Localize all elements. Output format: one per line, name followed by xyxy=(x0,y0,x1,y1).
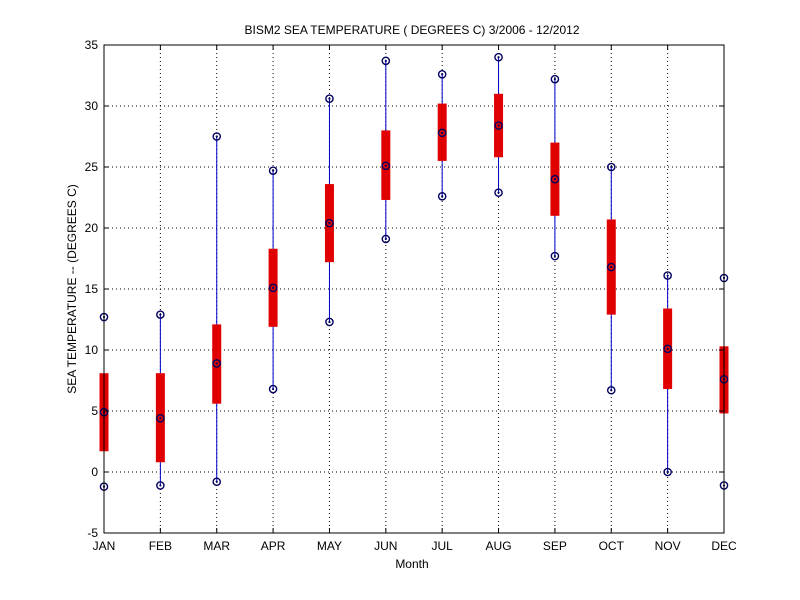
x-tick-label: AUG xyxy=(486,539,512,553)
min-marker-dot xyxy=(441,195,444,198)
median-marker-dot xyxy=(328,222,331,225)
max-marker-dot xyxy=(666,274,669,277)
max-marker-dot xyxy=(215,135,218,138)
min-marker-dot xyxy=(328,320,331,324)
box-series xyxy=(99,52,729,491)
median-marker xyxy=(325,218,334,228)
box-nov xyxy=(663,271,673,477)
max-marker-dot xyxy=(159,313,162,316)
min-marker xyxy=(437,191,447,201)
min-marker xyxy=(550,251,560,261)
y-tick-label: 30 xyxy=(85,99,99,113)
max-marker xyxy=(663,271,672,280)
y-tick-label: 15 xyxy=(85,282,99,296)
box-apr xyxy=(268,166,278,394)
box-oct xyxy=(606,162,616,395)
min-marker-dot xyxy=(553,254,557,258)
x-tick-label: DEC xyxy=(711,539,737,553)
median-marker-dot xyxy=(215,362,218,365)
x-tick-label: APR xyxy=(261,539,286,553)
median-marker xyxy=(663,344,672,354)
max-marker-dot xyxy=(271,169,275,172)
max-marker xyxy=(550,74,560,84)
x-tick-label: SEP xyxy=(543,539,567,553)
median-marker-dot xyxy=(666,347,669,350)
box-aug xyxy=(494,52,504,197)
x-tick-label: JUL xyxy=(432,539,454,553)
y-tick-label: 35 xyxy=(85,38,99,52)
y-axis-label: SEA TEMPERATURE -- (DEGREES C) xyxy=(65,184,79,394)
median-marker xyxy=(381,161,391,171)
max-marker xyxy=(156,310,165,319)
y-tick-label: 0 xyxy=(91,465,98,479)
max-marker xyxy=(437,69,447,79)
median-marker xyxy=(606,262,616,272)
axes: -5 0 5 10 15 20 25 30 35 JAN FEB MAR APR MAY JUN JUL AUG… xyxy=(85,38,737,553)
box-may xyxy=(324,94,334,327)
min-marker xyxy=(606,385,616,395)
min-marker-dot xyxy=(159,484,162,487)
max-marker-dot xyxy=(384,59,387,62)
median-marker xyxy=(212,359,222,368)
y-tick-label: 20 xyxy=(85,221,99,235)
box-jun xyxy=(381,56,391,244)
median-marker-dot xyxy=(384,164,387,167)
max-marker xyxy=(381,56,391,66)
x-tick-label: JAN xyxy=(93,539,116,553)
max-marker-dot xyxy=(553,78,557,81)
min-marker-dot xyxy=(215,480,218,483)
min-marker xyxy=(156,481,165,490)
max-marker xyxy=(606,162,616,172)
min-marker-dot xyxy=(666,470,669,474)
x-tick-label: MAR xyxy=(203,539,230,553)
box-sep xyxy=(550,74,560,261)
y-tick-label: 5 xyxy=(91,404,98,418)
max-marker-dot xyxy=(328,97,331,100)
median-marker-dot xyxy=(271,286,275,289)
max-marker-dot xyxy=(441,73,444,76)
median-marker-dot xyxy=(159,417,162,420)
box-feb xyxy=(155,310,165,490)
min-marker xyxy=(381,234,391,244)
median-marker-dot xyxy=(553,178,557,181)
max-marker xyxy=(212,132,222,141)
median-marker xyxy=(550,174,560,184)
x-tick-label: JUN xyxy=(374,539,397,553)
median-marker-dot xyxy=(441,131,444,134)
max-marker xyxy=(494,52,503,62)
median-marker-dot xyxy=(497,124,500,127)
x-tick-label: MAY xyxy=(317,539,342,553)
median-marker xyxy=(494,121,503,130)
max-marker-dot xyxy=(497,56,500,59)
x-tick-label: NOV xyxy=(655,539,681,553)
max-marker-dot xyxy=(610,165,613,169)
median-marker xyxy=(268,283,278,293)
min-marker-dot xyxy=(384,237,387,241)
min-marker xyxy=(325,317,334,327)
x-tick-label: FEB xyxy=(149,539,172,553)
y-tick-label: -5 xyxy=(87,526,98,540)
min-marker-dot xyxy=(497,191,500,194)
min-marker xyxy=(663,467,672,477)
grid-lines xyxy=(104,45,724,533)
x-tick-label: OCT xyxy=(599,539,625,553)
min-marker xyxy=(212,477,222,487)
y-tick-label: 25 xyxy=(85,160,99,174)
median-marker xyxy=(156,414,165,423)
min-marker-dot xyxy=(610,389,613,392)
box-jul xyxy=(437,69,447,201)
min-marker-dot xyxy=(271,387,275,391)
min-marker xyxy=(268,384,278,394)
max-marker xyxy=(268,166,278,175)
box-mar xyxy=(212,132,222,487)
min-marker xyxy=(494,188,503,197)
median-marker xyxy=(437,128,447,138)
chart-title: BISM2 SEA TEMPERATURE ( DEGREES C) 3/200… xyxy=(244,23,579,37)
y-tick-label: 10 xyxy=(85,343,99,357)
max-marker xyxy=(325,94,334,103)
median-marker-dot xyxy=(610,265,613,269)
x-axis-label: Month xyxy=(395,557,428,571)
